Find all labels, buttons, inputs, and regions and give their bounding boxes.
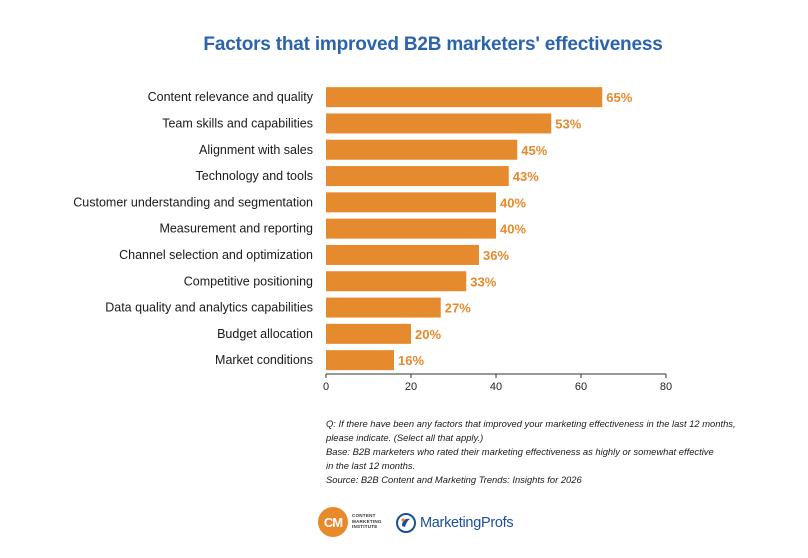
x-tick-label: 80: [660, 381, 672, 393]
marketingprofs-icon: [396, 513, 416, 533]
value-label: 40%: [500, 195, 526, 210]
bar-10: [326, 350, 394, 371]
category-label: Customer understanding and segmentation: [73, 195, 313, 209]
bar-6: [326, 244, 479, 265]
category-label: Competitive positioning: [184, 274, 313, 288]
note-question: Q: If there have been any factors that i…: [326, 418, 736, 443]
category-label: Data quality and analytics capabilities: [105, 301, 313, 315]
bar-3: [326, 166, 509, 187]
logo-bar: CM CONTENT MARKETING INSTITUTE Marketing…: [318, 505, 548, 541]
x-tick-label: 40: [490, 381, 502, 393]
value-label: 43%: [513, 169, 539, 184]
category-label: Budget allocation: [217, 327, 313, 341]
value-label: 27%: [445, 301, 471, 316]
category-label: Channel selection and optimization: [119, 248, 313, 262]
x-tick-label: 20: [405, 381, 417, 393]
value-label: 20%: [415, 327, 441, 342]
value-label: 45%: [521, 143, 547, 158]
category-label: Technology and tools: [196, 169, 313, 183]
bar-0: [326, 87, 603, 108]
bar-4: [326, 192, 496, 213]
category-label: Team skills and capabilities: [162, 116, 313, 130]
chart-notes: Q: If there have been any factors that i…: [326, 417, 746, 487]
x-tick-label: 0: [323, 381, 329, 393]
value-label: 16%: [398, 353, 424, 368]
bar-1: [326, 113, 552, 134]
value-label: 40%: [500, 222, 526, 237]
bar-5: [326, 218, 496, 239]
cmi-logo-mark: CM: [318, 507, 348, 537]
chart-title: Factors that improved B2B marketers' eff…: [203, 34, 663, 55]
bar-8: [326, 297, 441, 318]
category-label: Alignment with sales: [199, 143, 313, 157]
marketingprofs-text: MarketingProfs: [420, 515, 514, 531]
marketingprofs-logo: MarketingProfs: [396, 509, 546, 537]
note-base: Base: B2B marketers who rated their mark…: [326, 446, 714, 471]
bar-chart: Content relevance and quality 65% Team ski…: [73, 87, 672, 393]
value-label: 53%: [555, 116, 581, 131]
bar-2: [326, 139, 518, 160]
value-label: 33%: [470, 274, 496, 289]
category-label: Measurement and reporting: [159, 222, 313, 236]
category-label: Market conditions: [215, 353, 313, 367]
note-source: Source: B2B Content and Marketing Trends…: [326, 474, 582, 485]
bar-9: [326, 323, 411, 344]
value-label: 65%: [606, 90, 632, 105]
cmi-logo-text: CONTENT MARKETING INSTITUTE: [352, 513, 382, 530]
cmi-logo: CM CONTENT MARKETING INSTITUTE: [318, 505, 398, 541]
category-label: Content relevance and quality: [148, 90, 314, 104]
x-tick-label: 60: [575, 381, 587, 393]
value-label: 36%: [483, 248, 509, 263]
bar-7: [326, 271, 467, 292]
